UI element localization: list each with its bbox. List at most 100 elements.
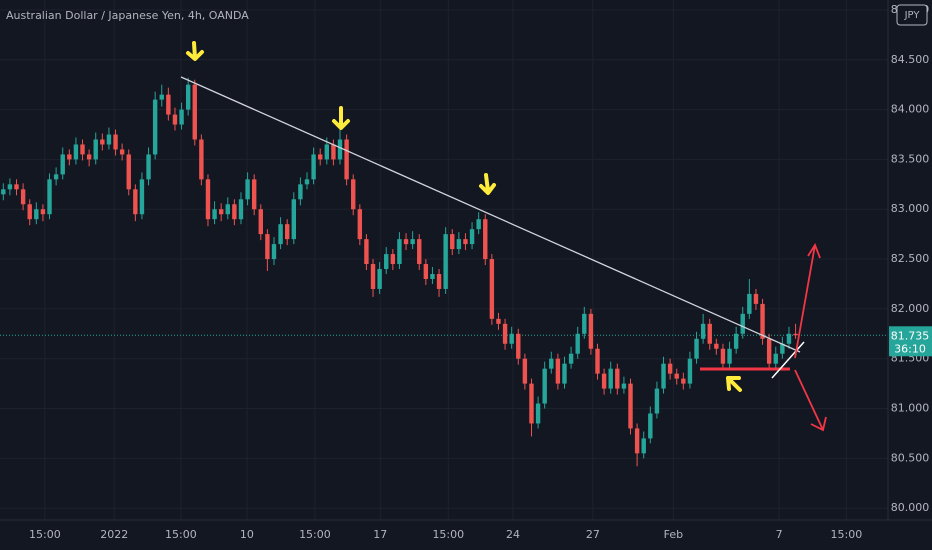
y-tick-label: 81.000 xyxy=(891,402,930,415)
candle-body xyxy=(304,179,310,185)
marker-arrows xyxy=(186,41,742,392)
x-tick-label: 15:00 xyxy=(831,528,863,541)
y-tick-label: 83.000 xyxy=(891,202,930,215)
candle-body xyxy=(172,114,178,125)
candle-body xyxy=(780,343,785,354)
candle-body xyxy=(661,363,666,389)
candle-body xyxy=(251,179,257,210)
candle-body xyxy=(93,139,98,160)
candle-body xyxy=(344,139,349,180)
candle-body xyxy=(634,428,640,454)
candle-body xyxy=(324,144,330,160)
x-tick-label: 15:00 xyxy=(29,528,61,541)
candle-body xyxy=(456,239,462,250)
marker-arrow xyxy=(479,173,496,195)
candle-body xyxy=(667,363,673,374)
candle-body xyxy=(146,154,151,180)
candle-body xyxy=(377,269,382,289)
y-tick-label: 82.500 xyxy=(891,252,930,265)
marker-arrow xyxy=(726,376,742,392)
candle-body xyxy=(555,358,561,384)
candle-body xyxy=(159,94,164,100)
candle-body xyxy=(727,348,732,364)
candle-body xyxy=(403,239,409,245)
candle-body xyxy=(687,358,693,384)
candle-body xyxy=(1,189,6,195)
candle-body xyxy=(700,323,706,339)
candle-body xyxy=(370,264,376,289)
candle-body xyxy=(423,264,429,279)
candle-body xyxy=(364,239,369,265)
candle-body xyxy=(119,149,125,155)
countdown-label: 36:10 xyxy=(894,342,926,355)
chart-title: Australian Dollar / Japanese Yen, 4h, OA… xyxy=(6,9,249,22)
candle-body xyxy=(384,254,389,270)
candle-body xyxy=(628,383,633,429)
candle-body xyxy=(337,139,343,160)
candle-body xyxy=(298,184,303,200)
candle-body xyxy=(694,338,699,359)
marker-arrow xyxy=(186,41,204,61)
candle-body xyxy=(284,224,290,240)
candle-body xyxy=(166,94,171,115)
candle-body xyxy=(450,234,455,250)
candle-body xyxy=(601,373,607,389)
candle-body xyxy=(430,274,435,279)
candle-body xyxy=(641,438,646,454)
x-tick-label: 15:00 xyxy=(432,528,464,541)
axes: 80.00080.50081.00081.50082.00082.50083.0… xyxy=(29,3,932,541)
candle-body xyxy=(106,134,112,145)
drawings xyxy=(180,41,827,432)
x-tick-label: 7 xyxy=(776,528,783,541)
candle-body xyxy=(476,219,481,230)
candle-body xyxy=(417,239,422,265)
candle-body xyxy=(740,313,745,334)
candle-body xyxy=(47,179,52,215)
candle-body xyxy=(7,184,13,190)
last-price-label: 81.735 xyxy=(891,329,930,342)
candle-body xyxy=(753,293,759,304)
candle-body xyxy=(271,244,277,260)
candle-body xyxy=(608,368,613,389)
candle-body xyxy=(27,204,32,220)
candle-body xyxy=(496,318,501,324)
scenario-arrows xyxy=(794,243,827,432)
candle-body xyxy=(648,413,653,439)
candle-body xyxy=(489,259,495,319)
x-tick-label: 10 xyxy=(240,528,254,541)
candle-body xyxy=(152,99,158,155)
candle-body xyxy=(34,209,39,220)
candle-body xyxy=(529,383,534,424)
currency-box[interactable] xyxy=(896,4,928,26)
candle-body xyxy=(516,333,521,359)
down-arrow xyxy=(794,369,827,432)
candle-body xyxy=(747,293,752,314)
y-tick-label: 84.000 xyxy=(891,103,930,116)
candle-body xyxy=(318,154,323,160)
candle-body xyxy=(311,154,316,180)
candle-body xyxy=(265,234,270,260)
y-tick-label: 83.500 xyxy=(891,152,930,165)
candle-body xyxy=(40,209,46,215)
candle-body xyxy=(760,303,765,339)
candle-body xyxy=(588,313,594,349)
x-tick-label: 15:00 xyxy=(299,528,331,541)
candle-body xyxy=(595,348,600,374)
candle-body xyxy=(291,199,296,240)
candle-body xyxy=(192,84,197,140)
candle-body xyxy=(509,333,514,344)
candle-body xyxy=(238,199,244,220)
candle-body xyxy=(562,363,567,384)
candle-body xyxy=(621,383,627,389)
candle-body xyxy=(20,189,26,205)
candle-body xyxy=(443,234,448,289)
candle-body xyxy=(522,358,528,384)
candle-body xyxy=(575,333,580,354)
price-axis xyxy=(888,0,932,550)
candle-body xyxy=(786,333,792,344)
y-tick-label: 82.000 xyxy=(891,302,930,315)
candle-body xyxy=(436,274,442,289)
candle-body xyxy=(674,373,679,379)
candle-body xyxy=(133,189,138,215)
candle-body xyxy=(60,154,65,175)
